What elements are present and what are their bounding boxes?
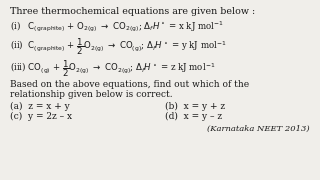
Text: Three thermochemical equations are given below :: Three thermochemical equations are given… (10, 7, 255, 16)
Text: relationship given below is correct.: relationship given below is correct. (10, 90, 172, 99)
Text: (d)  x = y – z: (d) x = y – z (165, 112, 222, 121)
Text: (c)  y = 2z – x: (c) y = 2z – x (10, 112, 72, 121)
Text: Based on the above equations, find out which of the: Based on the above equations, find out w… (10, 80, 249, 89)
Text: (ii)  $\mathrm{C_{(graphite)}}$ + $\dfrac{1}{2}$$\mathrm{O_{2(g)}}$ $\rightarrow: (ii) $\mathrm{C_{(graphite)}}$ + $\dfrac… (10, 36, 227, 57)
Text: (i)   $\mathrm{C_{(graphite)}}$ + $\mathrm{O_{2(g)}}$ $\rightarrow$ $\mathrm{CO_: (i) $\mathrm{C_{(graphite)}}$ + $\mathrm… (10, 19, 224, 33)
Text: (Karnataka NEET 2013): (Karnataka NEET 2013) (207, 125, 310, 133)
Text: (a)  z = x + y: (a) z = x + y (10, 102, 70, 111)
Text: (b)  x = y + z: (b) x = y + z (165, 102, 225, 111)
Text: (iii) $\mathrm{CO_{(g)}}$ + $\dfrac{1}{2}$$\mathrm{O_{2(g)}}$ $\rightarrow$ $\ma: (iii) $\mathrm{CO_{(g)}}$ + $\dfrac{1}{2… (10, 58, 215, 79)
